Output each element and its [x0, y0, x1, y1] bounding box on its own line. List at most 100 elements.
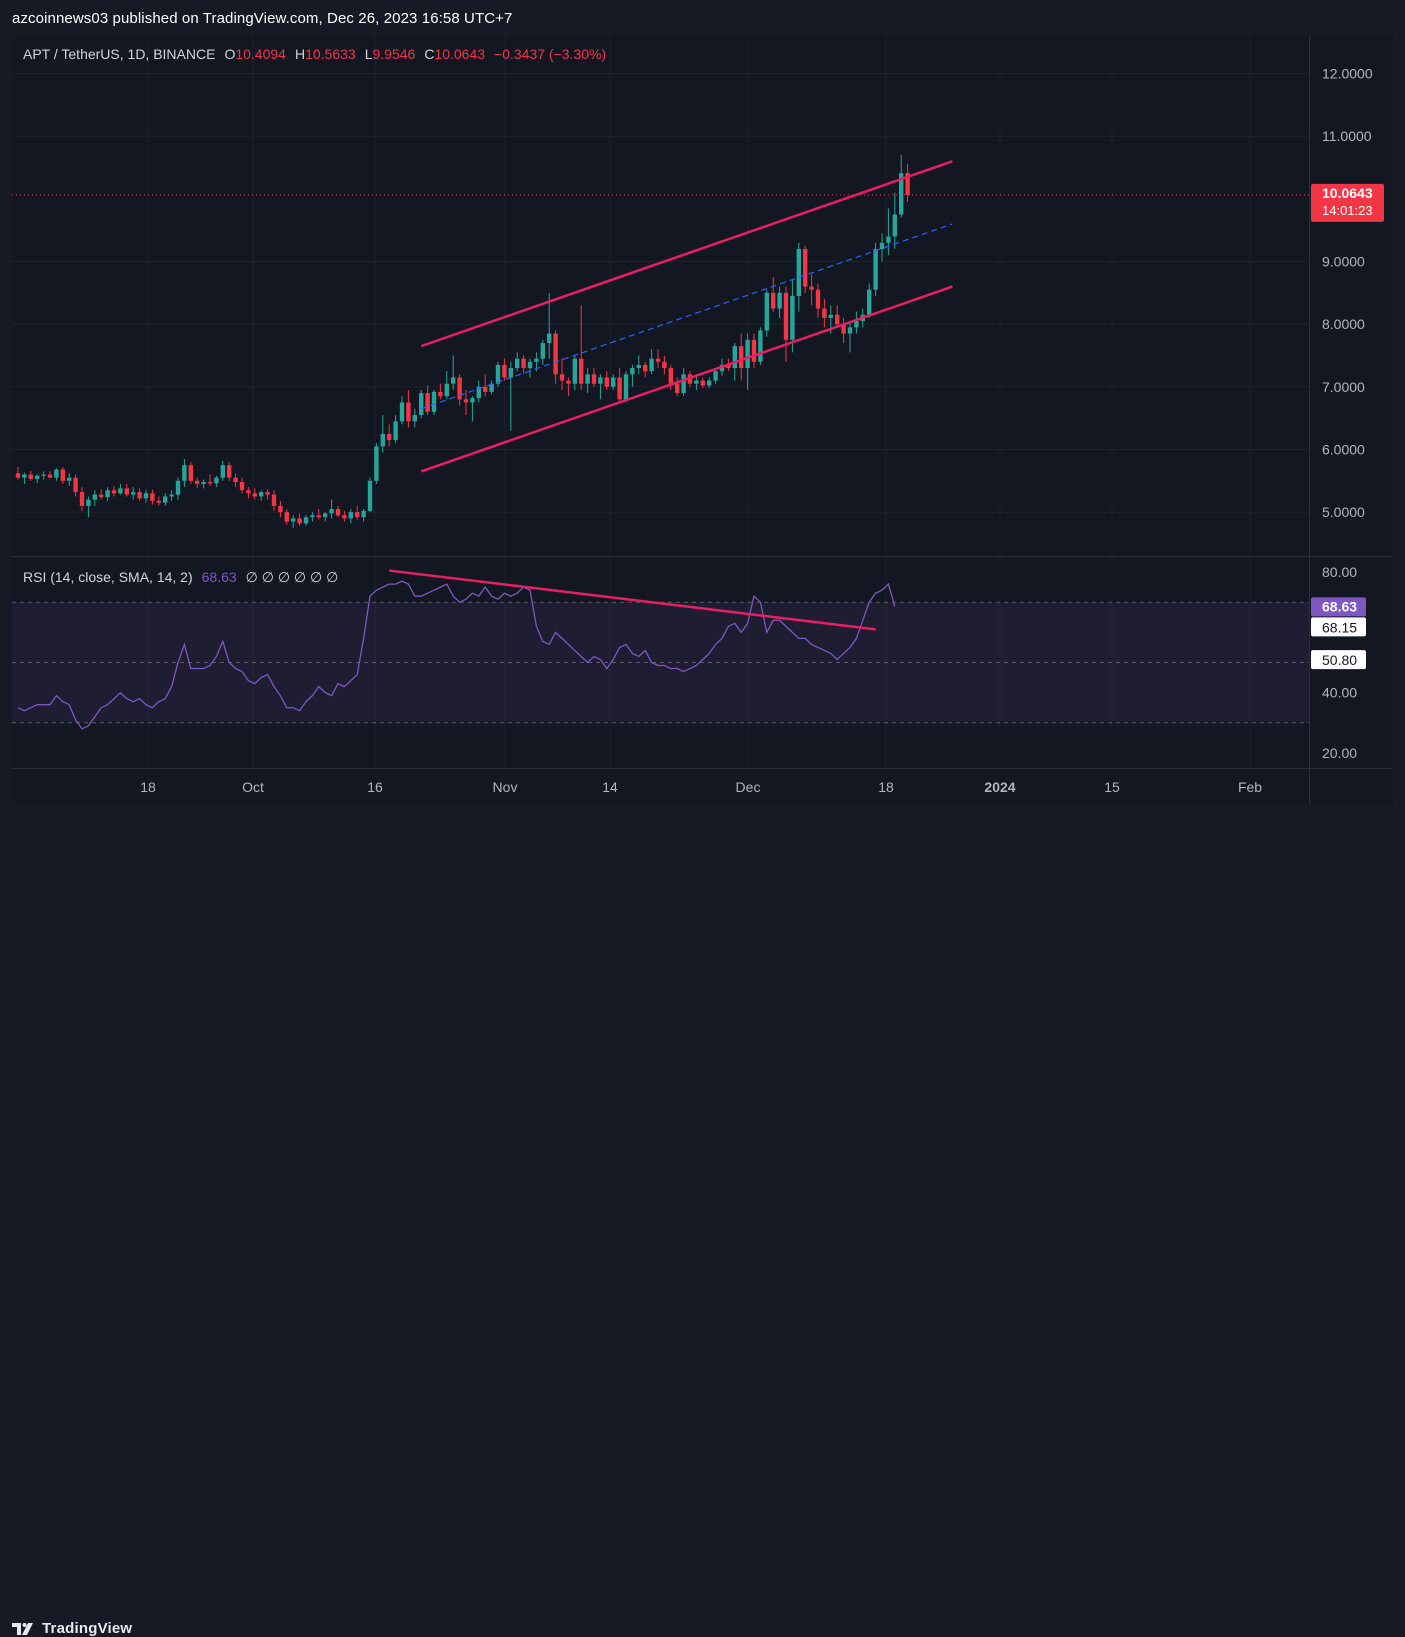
candle-body — [566, 380, 571, 384]
time-axis-label: 2024 — [984, 779, 1015, 795]
candle-body — [361, 510, 366, 518]
candle-body — [214, 477, 219, 484]
symbol-legend: APT / TetherUS, 1D, BINANCE O10.4094 H10.5… — [23, 46, 606, 62]
candle-body — [828, 314, 833, 318]
time-axis-label: Oct — [242, 779, 264, 795]
candle-body — [316, 515, 321, 518]
candle-body — [335, 509, 341, 516]
candle-body — [879, 242, 885, 250]
candle-body — [451, 377, 456, 384]
high-value: 10.5633 — [305, 46, 356, 62]
channel-midline[interactable] — [421, 223, 953, 410]
candle-body — [777, 292, 782, 309]
candle-body — [35, 475, 40, 479]
low-value: 9.9546 — [372, 46, 415, 62]
chart-canvas[interactable]: 18 Oct 16 Nov 14 Dec 18 2024 15 Feb 12.0000 11.0000… — [12, 36, 1393, 804]
channel-upper-line[interactable] — [420, 160, 953, 348]
rsi-mid-label: 50.80 — [1322, 652, 1357, 668]
candle-body — [623, 374, 629, 400]
candle-body — [489, 383, 494, 392]
candle-body — [380, 433, 385, 447]
candle-body — [739, 346, 744, 369]
candle-body — [745, 339, 750, 369]
candle-body — [406, 402, 411, 422]
time-axis-label: 18 — [878, 779, 894, 795]
candle-body — [412, 415, 417, 422]
candle-body — [329, 509, 334, 514]
candle-body — [611, 377, 616, 387]
candle-body — [732, 346, 737, 369]
price-axis-label: 9.0000 — [1322, 254, 1365, 270]
candle-body — [220, 465, 225, 478]
chart-area[interactable]: 18 Oct 16 Nov 14 Dec 18 2024 15 Feb 12.0000 11.0000… — [12, 36, 1393, 804]
candle-body — [150, 493, 155, 501]
last-price-label-box — [1311, 183, 1384, 222]
candle-body — [764, 292, 769, 331]
candle-body — [694, 380, 699, 384]
tradingview-logo-icon — [12, 1622, 33, 1635]
candle-body — [54, 469, 59, 478]
open-label: O — [224, 46, 235, 62]
rsi-mid-label-box — [1311, 650, 1366, 670]
candle-body — [636, 364, 641, 369]
candle-body — [163, 496, 168, 503]
candle-body — [803, 249, 808, 287]
candle-body — [182, 465, 187, 481]
candle-body — [783, 292, 789, 340]
candle-body — [28, 474, 33, 479]
candle-body — [867, 289, 872, 315]
candle-body — [579, 358, 584, 384]
price-axis-label: 12.0000 — [1322, 66, 1373, 82]
rsi-value: 68.63 — [202, 569, 237, 585]
channel-lower-line[interactable] — [420, 285, 953, 473]
candle-body — [355, 512, 360, 518]
time-axis-label: 18 — [140, 779, 156, 795]
candle-body — [617, 377, 622, 400]
candle-body — [649, 358, 654, 372]
candle-body — [809, 286, 814, 290]
candle-body — [726, 364, 731, 369]
time-axis-label: 15 — [1104, 779, 1120, 795]
price-axis-label: 7.0000 — [1322, 379, 1365, 395]
candle-body — [118, 488, 123, 494]
candle-body — [105, 490, 110, 498]
candle-body — [527, 361, 533, 369]
candle-body — [559, 374, 565, 381]
footer: TradingView — [0, 804, 1405, 1637]
candle-body — [643, 364, 648, 372]
candle-body — [547, 333, 552, 343]
tradingview-logo[interactable]: TradingView — [12, 1620, 132, 1637]
candle-body — [534, 358, 539, 362]
candle-body — [124, 488, 129, 495]
rsi-axis-label: 40.00 — [1322, 685, 1357, 701]
candle-body — [92, 494, 97, 500]
rsi-axis-label: 20.00 — [1322, 745, 1357, 761]
rsi-value-label: 68.63 — [1322, 598, 1357, 614]
candle-body — [239, 482, 245, 491]
candle-body — [553, 333, 558, 375]
candle-body — [796, 249, 801, 296]
candle-body — [841, 324, 846, 334]
candle-body — [751, 339, 757, 362]
candle-body — [15, 473, 21, 478]
price-axis-label: 6.0000 — [1322, 441, 1365, 457]
candle-body — [815, 289, 821, 309]
candle-body — [143, 493, 149, 499]
candle-body — [892, 214, 897, 237]
candle-body — [713, 371, 718, 381]
candle-body — [604, 377, 609, 387]
candle-body — [572, 358, 577, 384]
rsi-line — [17, 580, 896, 730]
countdown-label: 14:01:23 — [1322, 203, 1373, 218]
candle-body — [195, 480, 200, 484]
rsi-ma-label-box — [1311, 617, 1366, 637]
rsi-legend: RSI (14, close, SMA, 14, 2) 68.63 ∅ ∅ ∅ ∅ … — [23, 569, 338, 585]
close-value: 10.0643 — [434, 46, 485, 62]
candle-body — [41, 474, 46, 476]
candle-body — [873, 249, 878, 290]
high-label: H — [295, 46, 305, 62]
candle-body — [99, 494, 104, 498]
candle-body — [905, 173, 910, 196]
rsi-trendline[interactable] — [389, 569, 876, 631]
time-axis-label: 14 — [602, 779, 618, 795]
